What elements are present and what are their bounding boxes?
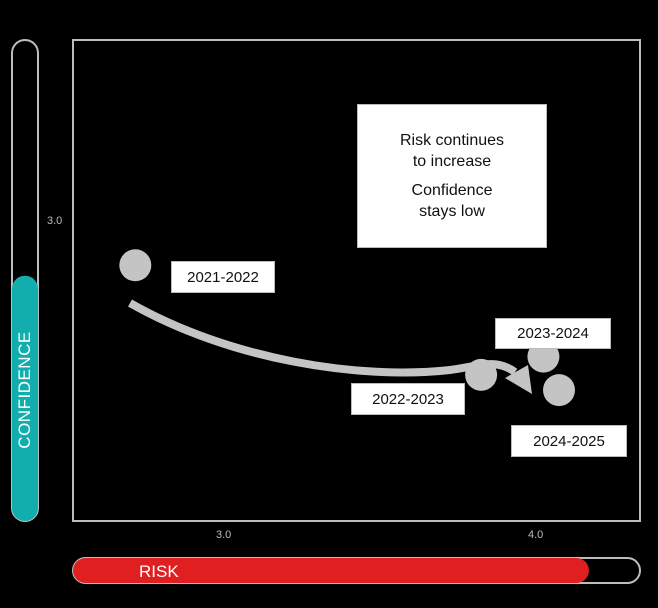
annotation-line: Risk continues [399, 132, 505, 149]
trend-arrowhead [505, 365, 532, 394]
annotation-box: Risk continues to increase Confidence st… [357, 104, 547, 248]
annotation-line: to increase [412, 153, 492, 170]
annotation-line: Confidence [411, 182, 493, 199]
annotation-line: stays low [419, 203, 485, 220]
x-tick-label: 3.0 [216, 529, 232, 541]
risk-bar-fill [73, 558, 589, 583]
trend-arrow [128, 299, 518, 377]
point-label: 2022-2023 [351, 383, 465, 415]
x-axis-label: RISK [139, 562, 179, 581]
data-point [465, 358, 498, 391]
data-point [119, 249, 152, 282]
point-label: 2021-2022 [171, 261, 275, 293]
x-tick-label: 4.0 [528, 529, 544, 541]
point-label: 2024-2025 [511, 425, 627, 457]
point-label: 2023-2024 [495, 318, 611, 349]
data-point [543, 374, 575, 407]
y-axis-label: CONFIDENCE [15, 331, 34, 449]
plot-frame [72, 39, 641, 522]
y-tick-label: 3.0 [47, 215, 63, 227]
confidence-bar-fill [12, 275, 38, 521]
